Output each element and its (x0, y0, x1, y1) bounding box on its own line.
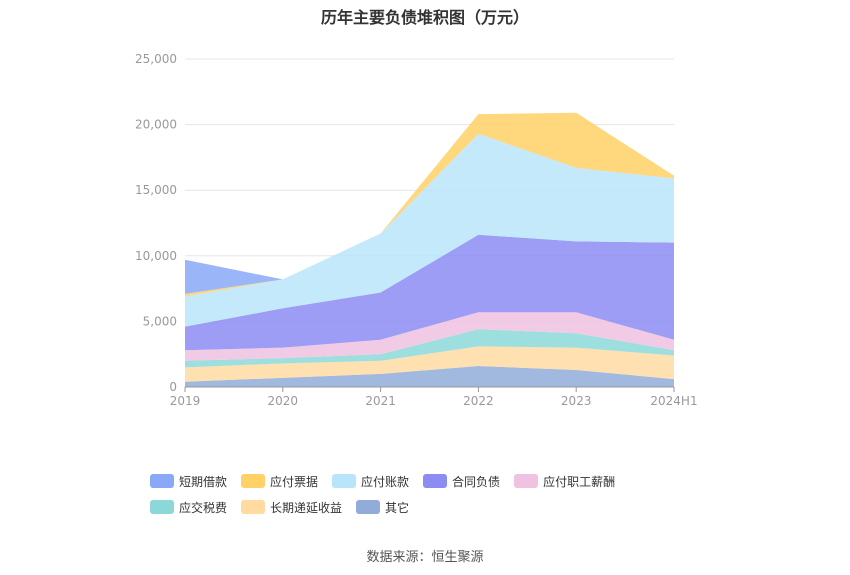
area-series-4[interactable] (185, 234, 674, 351)
legend-swatch (241, 500, 266, 514)
area-series-7[interactable] (185, 112, 674, 294)
legend-swatch (150, 500, 174, 514)
area-series-3[interactable] (185, 312, 674, 361)
y-tick-label: 5,000 (143, 314, 177, 328)
legend-swatch (332, 474, 357, 488)
x-tick-label: 2020 (268, 394, 299, 408)
legend-swatch (423, 474, 448, 488)
x-tick-label: 2021 (365, 394, 396, 408)
x-tick-label: 2019 (170, 394, 201, 408)
data-source-note: 数据来源：恒生聚源 (366, 550, 484, 565)
area-series-6[interactable] (185, 112, 674, 297)
legend-item[interactable]: 长期递延收益 (241, 498, 342, 516)
legend-item[interactable]: 合同负债 (423, 472, 500, 490)
legend-label: 长期递延收益 (270, 500, 343, 515)
legend-item[interactable]: 应付票据 (241, 472, 318, 490)
legend-label: 应付票据 (270, 474, 319, 489)
legend-item[interactable]: 应交税费 (150, 498, 227, 516)
legend-swatch (514, 474, 539, 488)
y-tick-label: 10,000 (135, 249, 177, 263)
legend-label: 应付职工薪酬 (543, 474, 616, 489)
legend-label: 应交税费 (179, 500, 228, 515)
legend-swatch (150, 474, 174, 488)
legend-label: 应付账款 (361, 474, 410, 489)
y-tick-label: 15,000 (135, 183, 177, 197)
legend-label: 合同负债 (452, 474, 501, 489)
legend-item[interactable]: 短期借款 (150, 472, 227, 490)
area-series-2[interactable] (185, 329, 674, 368)
y-tick-label: 20,000 (135, 118, 177, 132)
legend-item[interactable]: 应付职工薪酬 (514, 472, 615, 490)
area-series-0[interactable] (185, 366, 674, 387)
legend-label: 短期借款 (179, 474, 228, 489)
chart-title: 历年主要负债堆积图（万元） (320, 8, 529, 27)
legend-swatch (241, 474, 266, 488)
legend-label: 其它 (385, 500, 410, 515)
area-series-5[interactable] (185, 133, 674, 327)
legend-item[interactable]: 其它 (356, 498, 409, 516)
legend-item[interactable]: 应付账款 (332, 472, 409, 490)
y-tick-label: 0 (169, 380, 177, 394)
x-tick-label: 2022 (463, 394, 494, 408)
area-series-1[interactable] (185, 346, 674, 382)
legend: 短期借款 应付票据 应付账款 合同负债 应付职工薪酬应交税费 长期递延收益 其它 (150, 472, 710, 524)
legend-swatch (356, 500, 381, 514)
y-tick-label: 25,000 (135, 52, 177, 66)
x-tick-label: 2023 (561, 394, 592, 408)
axes: 0 5,000 10,000 15,000 20,000 25,000 2019 2020 20… (135, 52, 698, 408)
area-series (185, 112, 674, 387)
x-tick-label: 2024H1 (650, 394, 697, 408)
